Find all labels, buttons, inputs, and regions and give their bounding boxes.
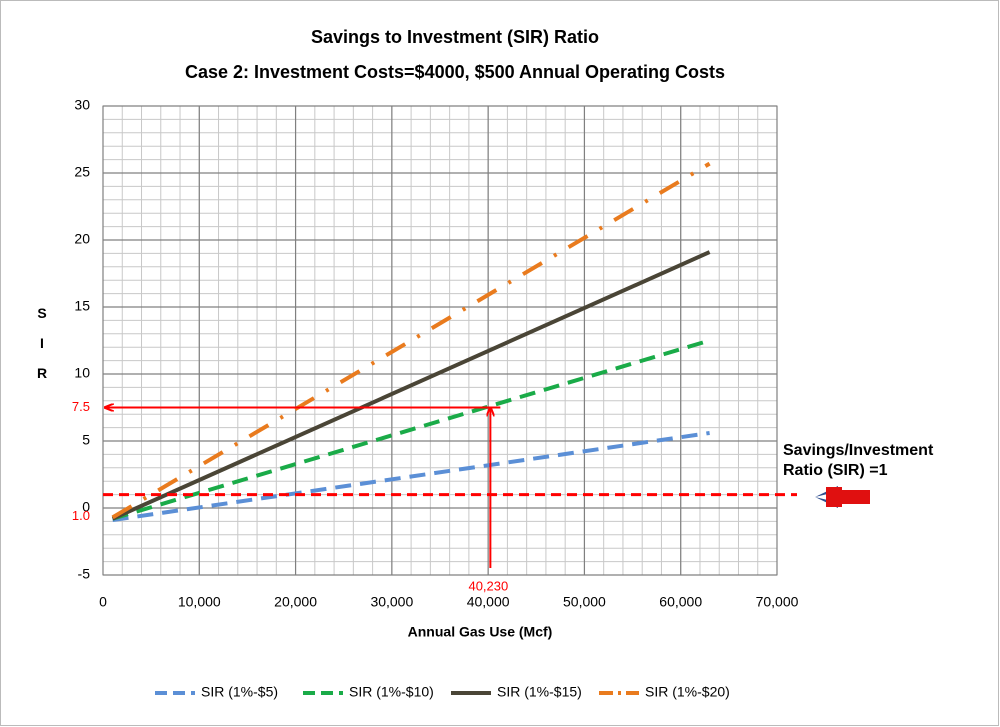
y-tick-label: 10: [74, 365, 90, 381]
legend-label: SIR (1%-$15): [497, 684, 582, 700]
reference-label: 1.0: [72, 508, 90, 523]
reference-text: Ratio (SIR) =1: [783, 462, 888, 479]
legend-label: SIR (1%-$10): [349, 684, 434, 700]
legend-label: SIR (1%-$5): [201, 684, 278, 700]
x-tick-label: 0: [99, 594, 107, 610]
reference-text: Savings/Investment: [783, 442, 934, 459]
plot-border: [102, 105, 778, 576]
series-line: [112, 338, 711, 521]
series-line: [111, 250, 711, 521]
x-axis-title: Annual Gas Use (Mcf): [408, 624, 553, 640]
x-tick-label: 40,000: [467, 594, 510, 610]
pointer-arrow-body: [826, 487, 870, 507]
y-tick-label: 0: [82, 499, 90, 515]
chart-title: Savings to Investment (SIR) Ratio: [311, 27, 599, 47]
x-tick-label: 70,000: [756, 594, 799, 610]
legend-label: SIR (1%-$20): [645, 684, 730, 700]
y-tick-label: 15: [74, 298, 90, 314]
y-tick-label: 30: [74, 97, 90, 113]
x-tick-label: 20,000: [274, 594, 317, 610]
y-tick-label: -5: [78, 566, 91, 582]
series-line: [111, 161, 711, 520]
readout-y-label: 7.5: [72, 399, 90, 414]
chart-subtitle: Case 2: Investment Costs=$4000, $500 Ann…: [185, 62, 725, 82]
y-tick-label: 20: [74, 231, 90, 247]
x-tick-label: 60,000: [659, 594, 702, 610]
y-tick-label: 5: [82, 432, 90, 448]
x-tick-label: 10,000: [178, 594, 221, 610]
series-line: [112, 430, 710, 523]
x-tick-label: 50,000: [563, 594, 606, 610]
readout-x-label: 40,230: [468, 578, 508, 593]
x-tick-label: 30,000: [370, 594, 413, 610]
y-tick-label: 25: [74, 164, 90, 180]
